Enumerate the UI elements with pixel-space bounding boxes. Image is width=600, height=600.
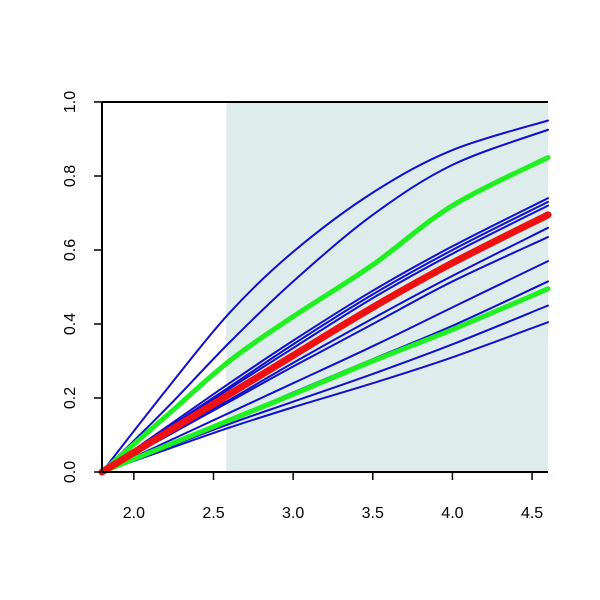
series-group	[98, 119, 552, 476]
series-line-blue-4	[101, 197, 549, 473]
x-tick-label: 3.0	[282, 505, 304, 522]
y-tick-label: 0.4	[62, 313, 79, 335]
axes	[101, 101, 548, 473]
series-line-red-7	[98, 211, 552, 476]
y-tick-label: 0.8	[62, 165, 79, 187]
x-tick-label: 4.0	[441, 505, 463, 522]
y-tick-label: 1.0	[62, 91, 79, 113]
y-tick-label: 0.0	[62, 461, 79, 483]
series-line-green-3	[99, 155, 551, 475]
x-tick-label: 2.5	[202, 505, 224, 522]
x-axis: 2.0 2.5 3.0 3.5 4.0 4.5	[123, 472, 543, 522]
series-line-blue-14	[101, 321, 549, 473]
series-line-blue-1	[101, 119, 549, 473]
x-tick-label: 4.5	[521, 505, 543, 522]
y-tick-label: 0.6	[62, 239, 79, 261]
x-tick-label: 3.5	[362, 505, 384, 522]
x-tick-label: 2.0	[123, 505, 145, 522]
series-line-green-11	[99, 286, 551, 475]
series-line-blue-2	[101, 128, 549, 473]
y-axis: 0.0 0.2 0.4 0.6 0.8 1.0	[62, 91, 102, 483]
y-tick-label: 0.2	[62, 387, 79, 409]
series-line-blue-10	[101, 260, 549, 473]
